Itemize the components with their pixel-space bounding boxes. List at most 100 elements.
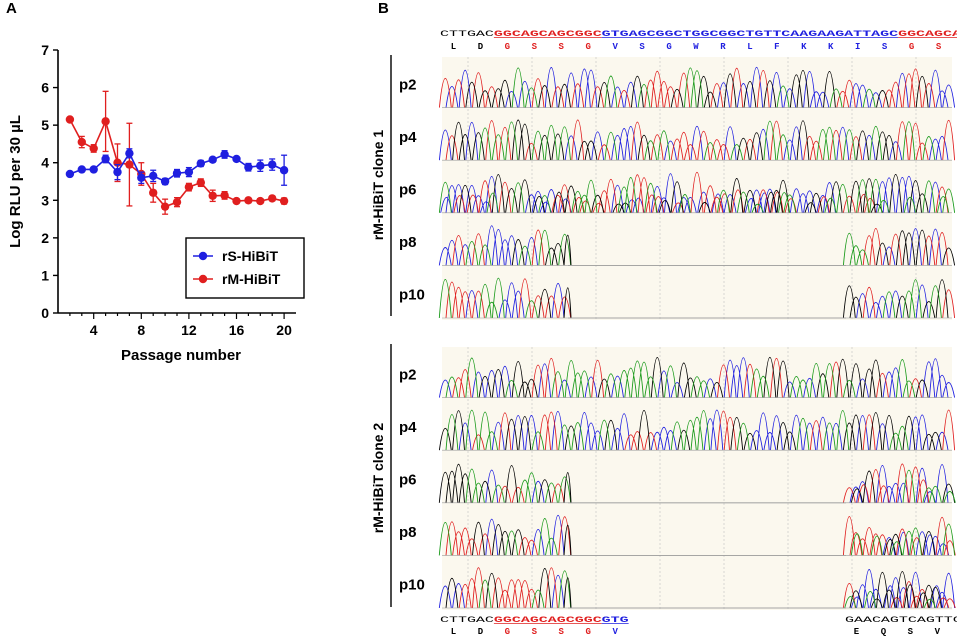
chromatogram-row: p10 <box>399 567 956 609</box>
y-tick-label: 4 <box>41 155 49 171</box>
passage-label: p8 <box>399 234 417 251</box>
chromatogram-trace <box>485 469 545 503</box>
chromatogram-trace <box>445 278 572 319</box>
series-rS-HiBiT <box>65 148 289 186</box>
x-tick-label: 12 <box>181 322 197 338</box>
amino-acid: V <box>612 42 618 52</box>
seq-prefix: CTTGAC <box>440 29 494 39</box>
data-point <box>244 196 253 205</box>
y-tick-label: 7 <box>41 42 49 58</box>
y-tick-label: 3 <box>41 192 49 208</box>
amino-acid: G <box>505 42 510 52</box>
chromatogram-trace <box>445 67 956 108</box>
data-point <box>89 165 98 174</box>
junction-peak <box>563 287 572 319</box>
seq-hibit-blue: GTG <box>602 615 629 625</box>
amino-acid: L <box>747 42 752 52</box>
chromatogram-trace <box>452 358 922 398</box>
chromatogram-trace <box>472 409 956 451</box>
chromatogram-trace <box>472 521 525 556</box>
chromatogram-trace <box>458 409 949 451</box>
amino-acid: G <box>586 627 591 637</box>
chromatogram-trace <box>842 279 949 319</box>
passage-label: p2 <box>399 76 417 93</box>
clone-label: rM-HiBiT clone 2 <box>370 423 386 534</box>
y-tick-label: 2 <box>41 230 49 246</box>
chromatogram-trace <box>882 279 942 319</box>
legend-marker <box>198 274 208 284</box>
chromatogram-trace <box>856 284 929 319</box>
chromatogram-trace <box>452 229 545 266</box>
junction-peak <box>563 524 572 556</box>
data-point <box>101 117 110 126</box>
data-point <box>196 159 205 168</box>
data-point <box>244 163 253 172</box>
data-point <box>125 160 134 169</box>
data-point <box>149 188 158 197</box>
seq-prefix: CTTGAC <box>440 615 494 625</box>
chromatogram-trace <box>842 581 956 609</box>
trace-background <box>442 57 952 320</box>
chromatogram-trace <box>438 225 538 266</box>
amino-acid: S <box>559 627 565 637</box>
data-point <box>268 194 277 203</box>
chromatogram-trace <box>438 574 565 609</box>
seq-linker-red: GGCAGCAGCGGC <box>494 615 602 625</box>
chromatogram-trace <box>438 122 949 161</box>
passage-label: p2 <box>399 366 417 383</box>
chromatogram-trace <box>511 67 876 108</box>
passage-label: p4 <box>399 419 417 436</box>
data-point <box>125 149 134 158</box>
x-axis-label: Passage number <box>121 347 241 364</box>
x-tick-label: 8 <box>137 322 145 338</box>
chromatogram-trace <box>438 410 942 451</box>
chromatogram-trace <box>849 464 949 503</box>
data-point <box>172 197 182 207</box>
chromatogram-row: p2 <box>399 67 956 108</box>
data-point <box>196 178 205 187</box>
x-tick-label: 16 <box>229 322 245 338</box>
chromatogram-trace <box>465 70 929 108</box>
chromatogram-row: p4 <box>399 409 956 451</box>
amino-acid: G <box>586 42 591 52</box>
chromatogram-trace <box>438 278 538 319</box>
top-sequence: CTTGAC GGCAGCAGCGGC GTGAGCGGCTGGCGGCTGTTCA… <box>440 29 957 52</box>
junction-peak <box>563 472 572 503</box>
data-point <box>149 171 158 181</box>
chromatogram-trace <box>842 232 869 266</box>
passage-label: p6 <box>399 472 417 489</box>
legend: rS-HiBiT rM-HiBiT <box>185 237 305 299</box>
amino-acid: S <box>559 42 565 52</box>
chromatogram-trace <box>882 531 950 556</box>
data-point <box>232 196 241 206</box>
amino-acid: E <box>854 627 860 637</box>
data-point <box>160 202 170 211</box>
data-point <box>220 150 229 159</box>
amino-acid: S <box>936 42 942 52</box>
chromatogram-row: p8 <box>399 225 956 266</box>
data-point <box>137 173 146 182</box>
chromatogram-trace <box>478 570 572 609</box>
panel-b-letter: B <box>378 0 389 17</box>
data-point <box>184 167 194 177</box>
chromatogram-row: p4 <box>399 119 956 161</box>
clone-1: rM-HiBiT clone 1 <box>370 55 952 320</box>
amino-acid: D <box>478 627 484 637</box>
passage-label: p10 <box>399 287 425 304</box>
data-point <box>65 169 75 179</box>
chromatogram-trace <box>478 357 929 398</box>
chromatogram-trace <box>438 357 956 398</box>
amino-acid: L <box>451 42 456 52</box>
chromatogram-trace <box>445 119 956 161</box>
chromatogram-row: p2 <box>399 357 956 398</box>
y-tick-label: 6 <box>41 80 49 96</box>
legend-label: rM-HiBiT <box>222 271 281 287</box>
data-point <box>101 154 110 164</box>
data-point <box>220 191 229 200</box>
chromatogram-trace <box>498 483 565 503</box>
amino-acid: G <box>666 42 671 52</box>
x-tick-label: 20 <box>276 322 292 338</box>
chromatogram-trace <box>445 516 572 556</box>
chromatogram-trace <box>876 229 956 266</box>
